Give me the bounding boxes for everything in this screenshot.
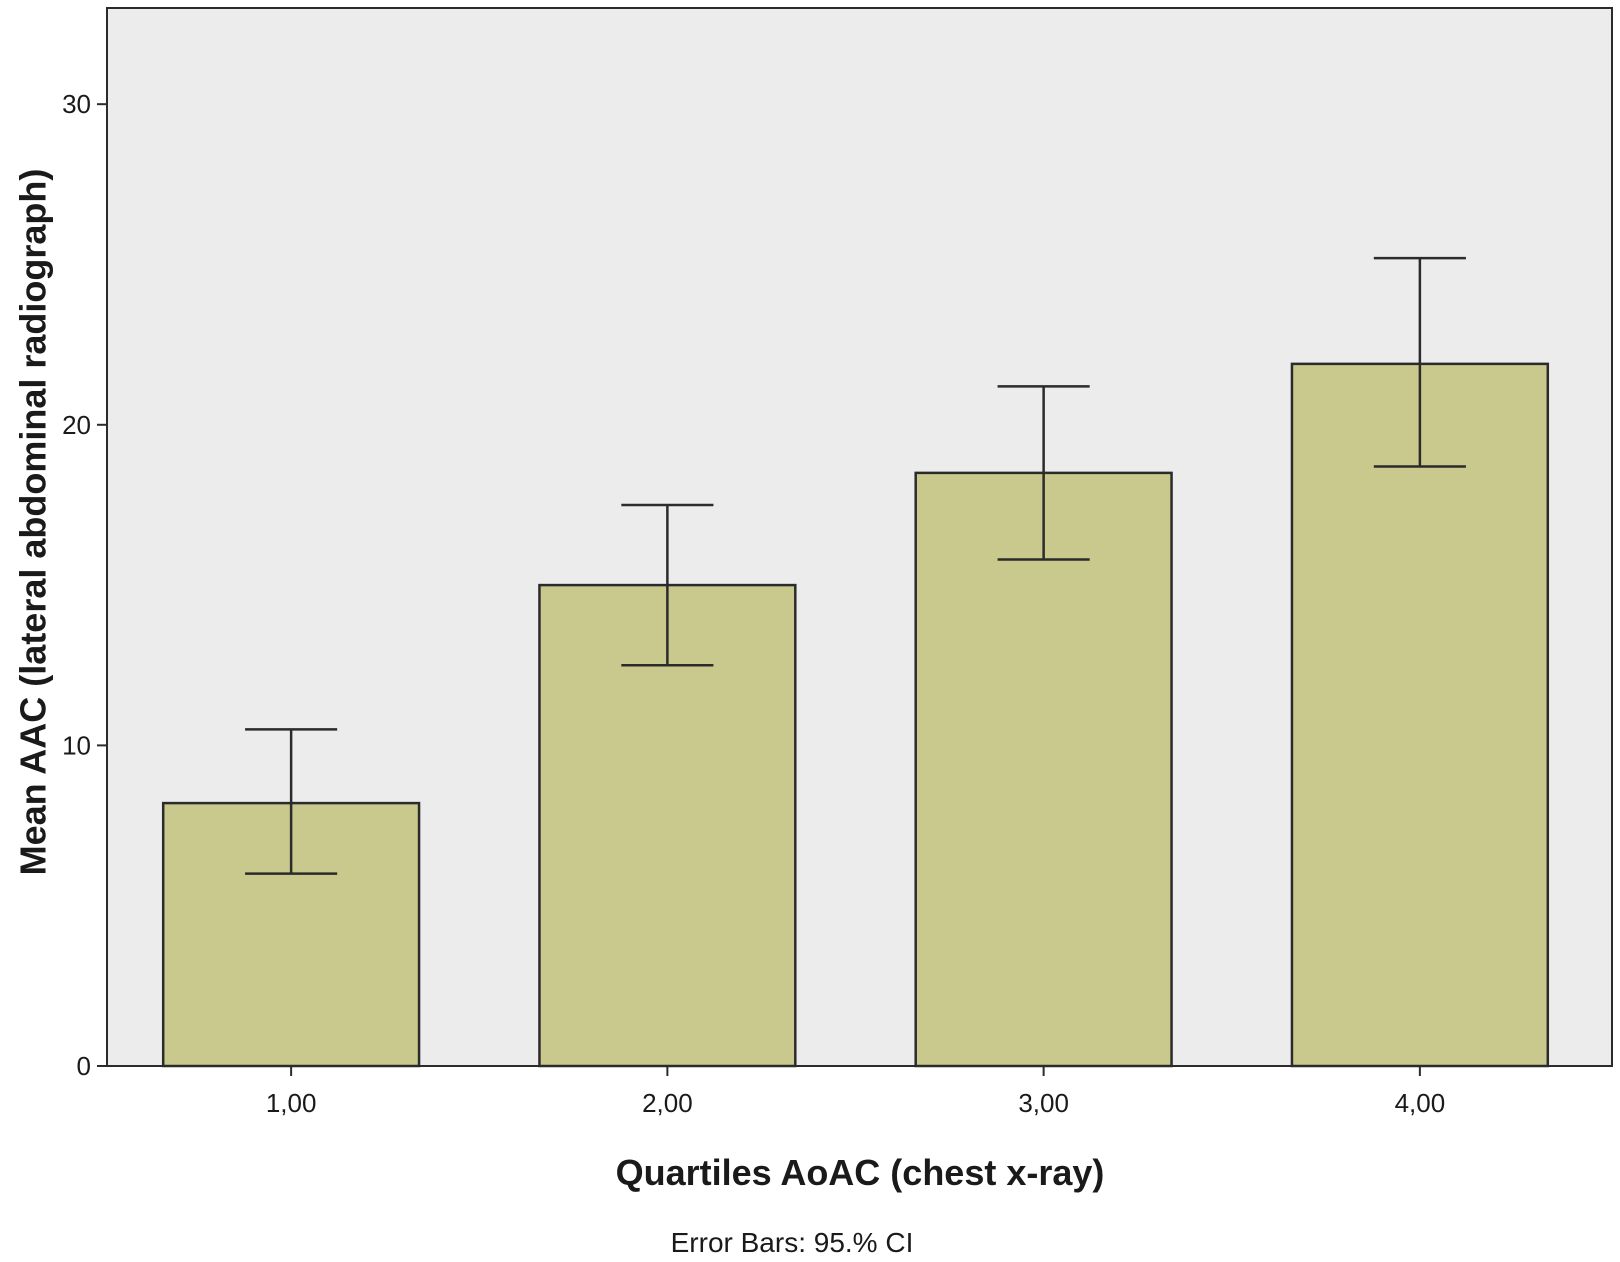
x-tick-label-4: 4,00 — [1395, 1088, 1446, 1118]
x-tick-label-1: 1,00 — [266, 1088, 317, 1118]
y-tick-label-30: 30 — [62, 89, 91, 119]
error-bar-2 — [621, 503, 714, 667]
error-bar-4 — [1373, 256, 1466, 468]
y-tick-label-10: 10 — [62, 730, 91, 760]
y-tick-label-0: 0 — [77, 1051, 91, 1081]
x-ticks-group: 1,00 2,00 3,00 4,00 — [266, 1066, 1445, 1118]
bar-3 — [914, 471, 1173, 1068]
x-tick-label-3: 3,00 — [1018, 1088, 1069, 1118]
x-tick-label-2: 2,00 — [642, 1088, 693, 1118]
error-bars-note: Error Bars: 95.% CI — [671, 1227, 914, 1258]
x-axis-title: Quartiles AoAC (chest x-ray) — [616, 1152, 1105, 1193]
y-ticks-group: 0 10 20 30 — [62, 89, 107, 1081]
error-bar-3 — [997, 385, 1090, 561]
bar-4 — [1290, 362, 1550, 1068]
error-bar-1 — [245, 728, 338, 875]
error-bars-group — [245, 256, 1466, 875]
y-tick-label-20: 20 — [62, 410, 91, 440]
y-axis-title: Mean AAC (lateral abdominal radiograph) — [13, 169, 54, 876]
